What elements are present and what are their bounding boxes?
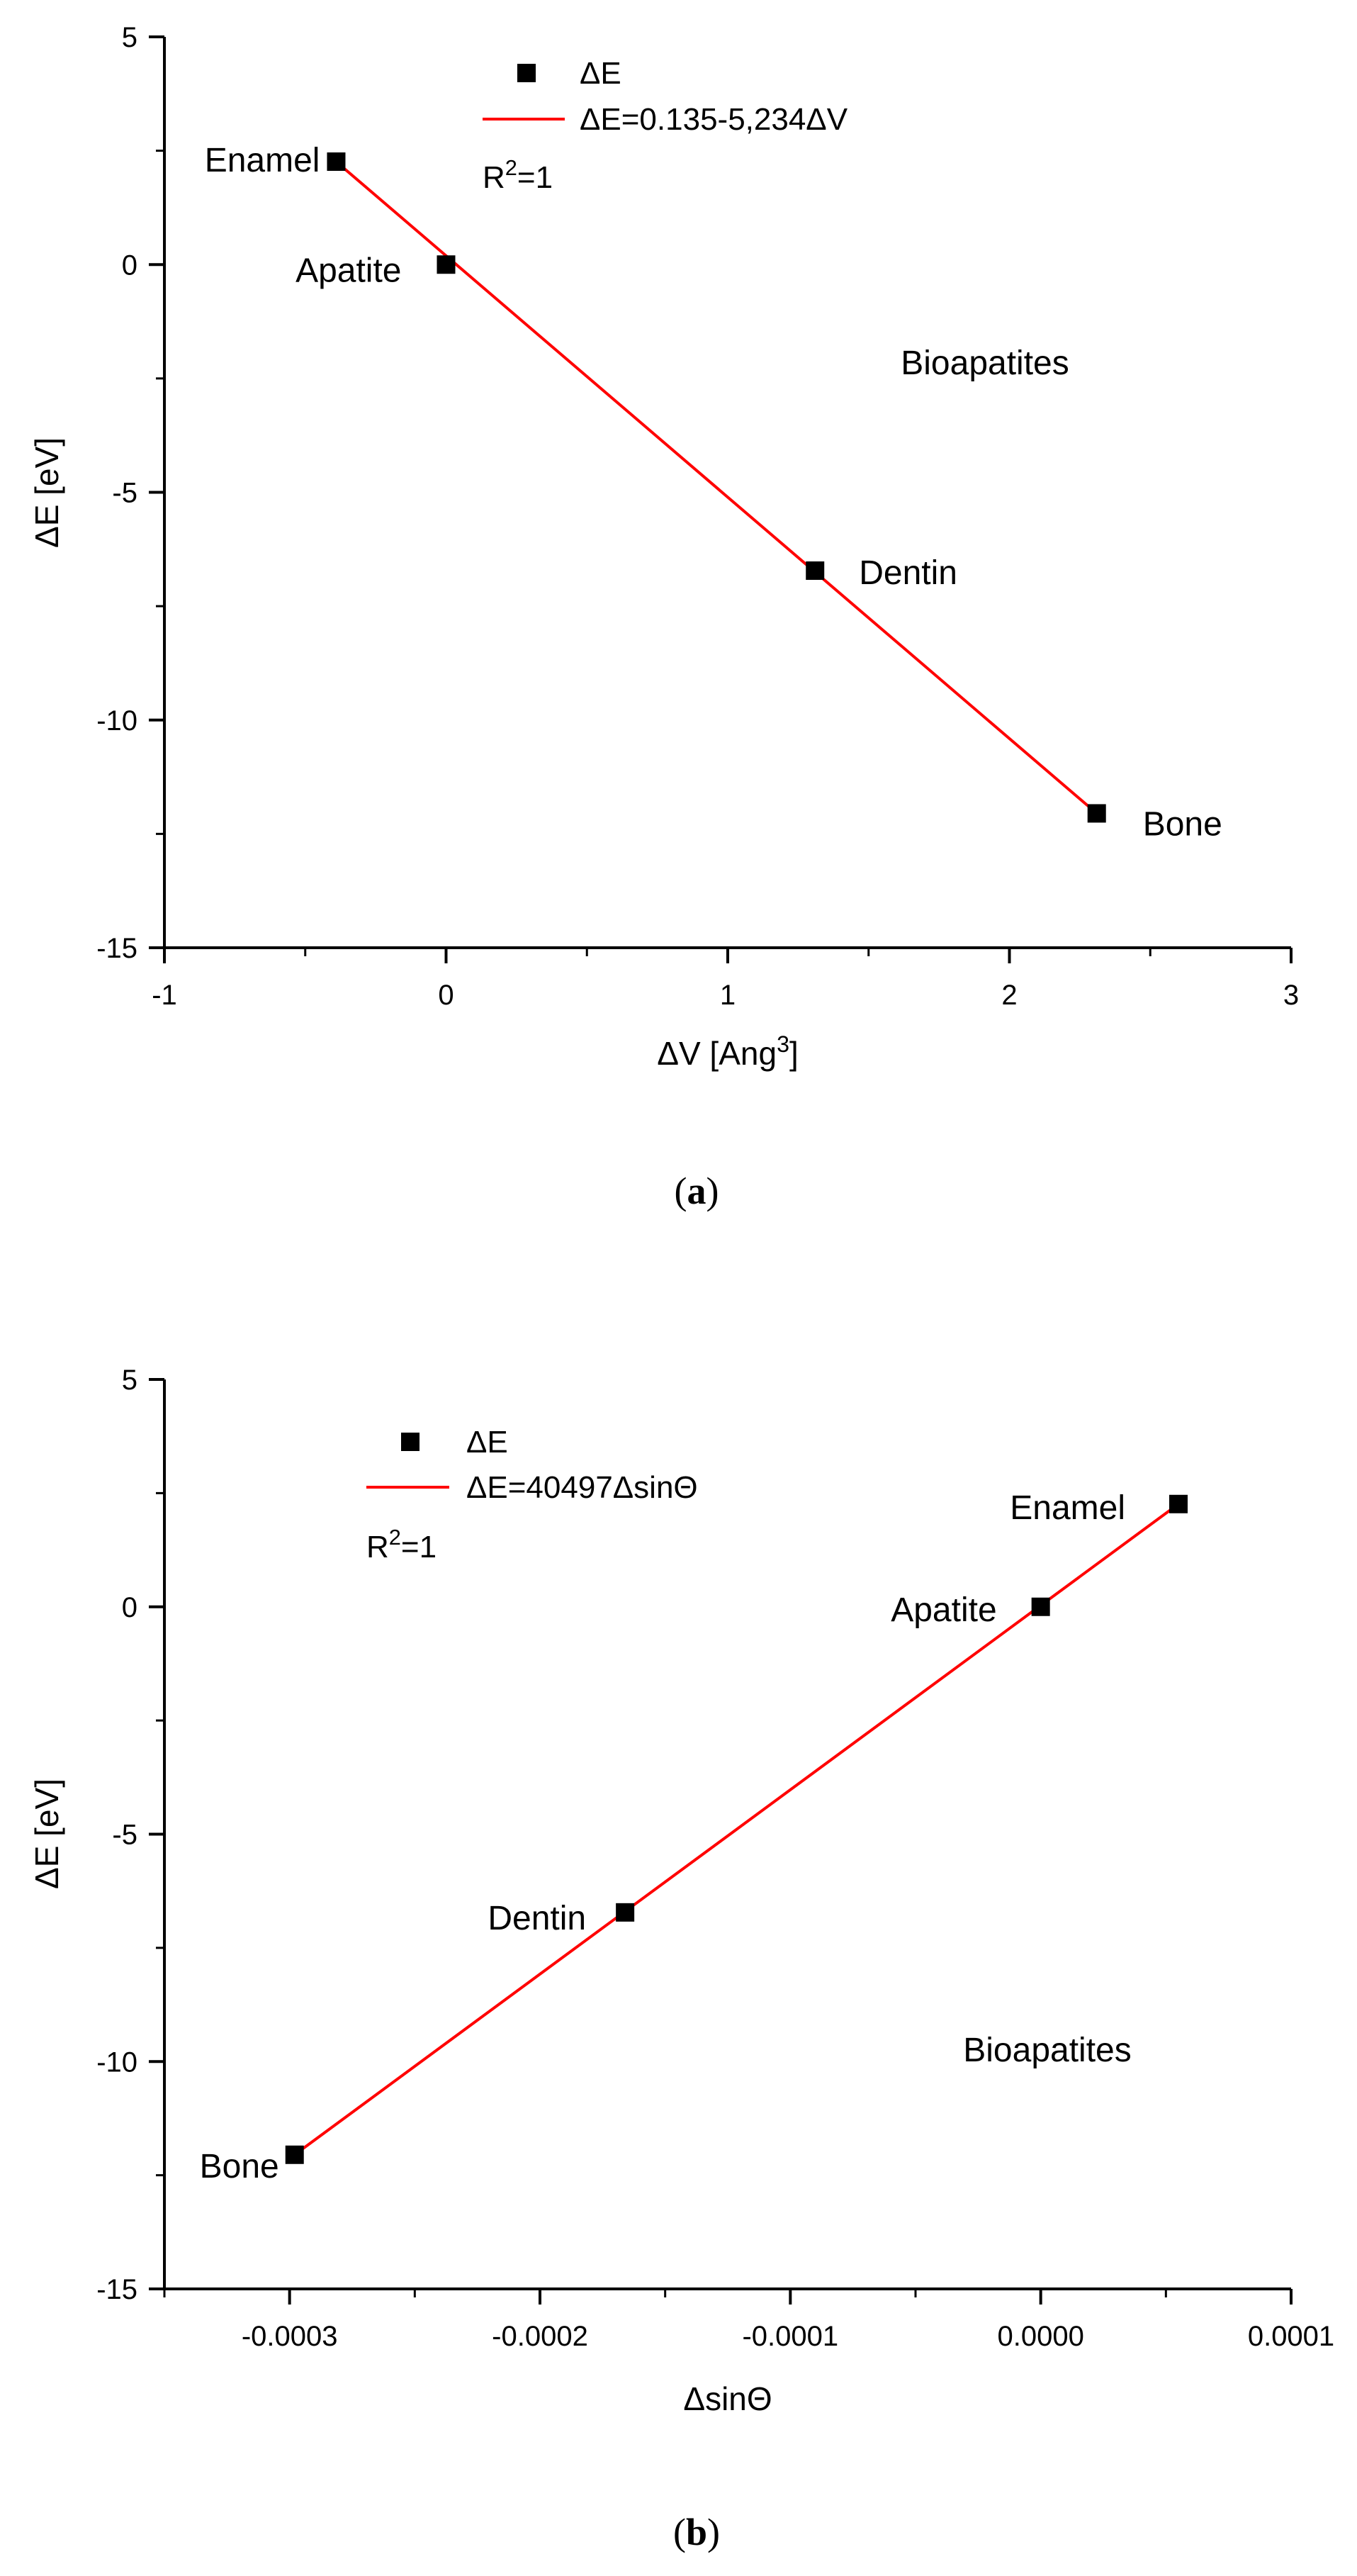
y-axis-title: ΔE [eV] xyxy=(28,437,65,548)
y-tick-label: -5 xyxy=(112,478,137,509)
legend-marker xyxy=(401,1433,420,1451)
data-point xyxy=(1031,1597,1050,1616)
y-tick-label: 0 xyxy=(122,1592,137,1623)
data-point xyxy=(616,1903,635,1922)
y-tick-label: -15 xyxy=(96,2274,137,2305)
x-tick-label: -0.0002 xyxy=(492,2321,588,2352)
point-label: Enamel xyxy=(1010,1489,1125,1527)
fit-line xyxy=(335,160,1098,814)
point-label: Apatite xyxy=(295,252,401,289)
data-point xyxy=(1169,1494,1188,1513)
bioapatites-annotation: Bioapatites xyxy=(963,2032,1132,2069)
point-label: Dentin xyxy=(859,554,957,592)
x-tick-label: -0.0001 xyxy=(742,2321,838,2352)
point-label: Apatite xyxy=(891,1591,996,1629)
x-tick-label: 2 xyxy=(1001,980,1017,1011)
point-label: Enamel xyxy=(205,142,320,179)
point-label: Dentin xyxy=(488,1900,586,1937)
x-tick-label: 0 xyxy=(438,980,454,1011)
panel-caption: (b) xyxy=(673,2511,720,2553)
panel-a: -1 0 1 2 3-15-10-505EnamelApatiteDentinBoneΔ… xyxy=(28,22,1299,1212)
x-tick-label: 3 xyxy=(1283,980,1299,1011)
panel-b: -0.0003 -0.0002 -0.0001 0.0000 0.0001 -15 -10 -… xyxy=(28,1365,1334,2553)
x-axis-title: ΔV [Ang3​] xyxy=(657,1031,799,1072)
y-axis-title: ΔE [eV] xyxy=(28,1779,65,1889)
r-squared-annotation: R2​=1 xyxy=(483,155,553,195)
legend-marker xyxy=(517,64,536,82)
y-tick-label: 0 xyxy=(122,250,137,281)
bioapatites-annotation: Bioapatites xyxy=(901,345,1069,382)
data-point xyxy=(437,255,456,274)
legend-label-fit: ΔE=40497ΔsinΘ xyxy=(466,1470,698,1505)
y-tick-label: -5 xyxy=(112,1820,137,1851)
panel-caption: (a) xyxy=(675,1170,719,1212)
r-squared-annotation: R2​=1 xyxy=(366,1525,437,1564)
data-point xyxy=(806,561,825,581)
fit-line xyxy=(293,1503,1180,2156)
legend-label-series: ΔE xyxy=(466,1425,508,1460)
x-axis-title: ΔsinΘ xyxy=(683,2380,772,2417)
point-label: Bone xyxy=(200,2148,279,2185)
point-label: Bone xyxy=(1143,805,1222,843)
x-tick-label: 0.0001 xyxy=(1248,2321,1334,2352)
y-tick-label: -10 xyxy=(96,2046,137,2078)
x-tick-label: -0.0003 xyxy=(242,2321,338,2352)
data-point xyxy=(327,152,346,172)
y-tick-label: -15 xyxy=(96,933,137,964)
data-point xyxy=(285,2145,304,2164)
y-tick-label: 5 xyxy=(122,22,137,53)
y-tick-label: -10 xyxy=(96,705,137,737)
x-tick-label: -1 xyxy=(152,980,177,1011)
x-tick-label: 1 xyxy=(720,980,736,1011)
x-tick-label: 0.0000 xyxy=(997,2321,1083,2352)
legend-label-fit: ΔE=0.135-5,234ΔV xyxy=(580,102,848,137)
legend-label-series: ΔE xyxy=(580,56,621,91)
y-tick-label: 5 xyxy=(122,1365,137,1396)
data-point xyxy=(1087,804,1106,823)
